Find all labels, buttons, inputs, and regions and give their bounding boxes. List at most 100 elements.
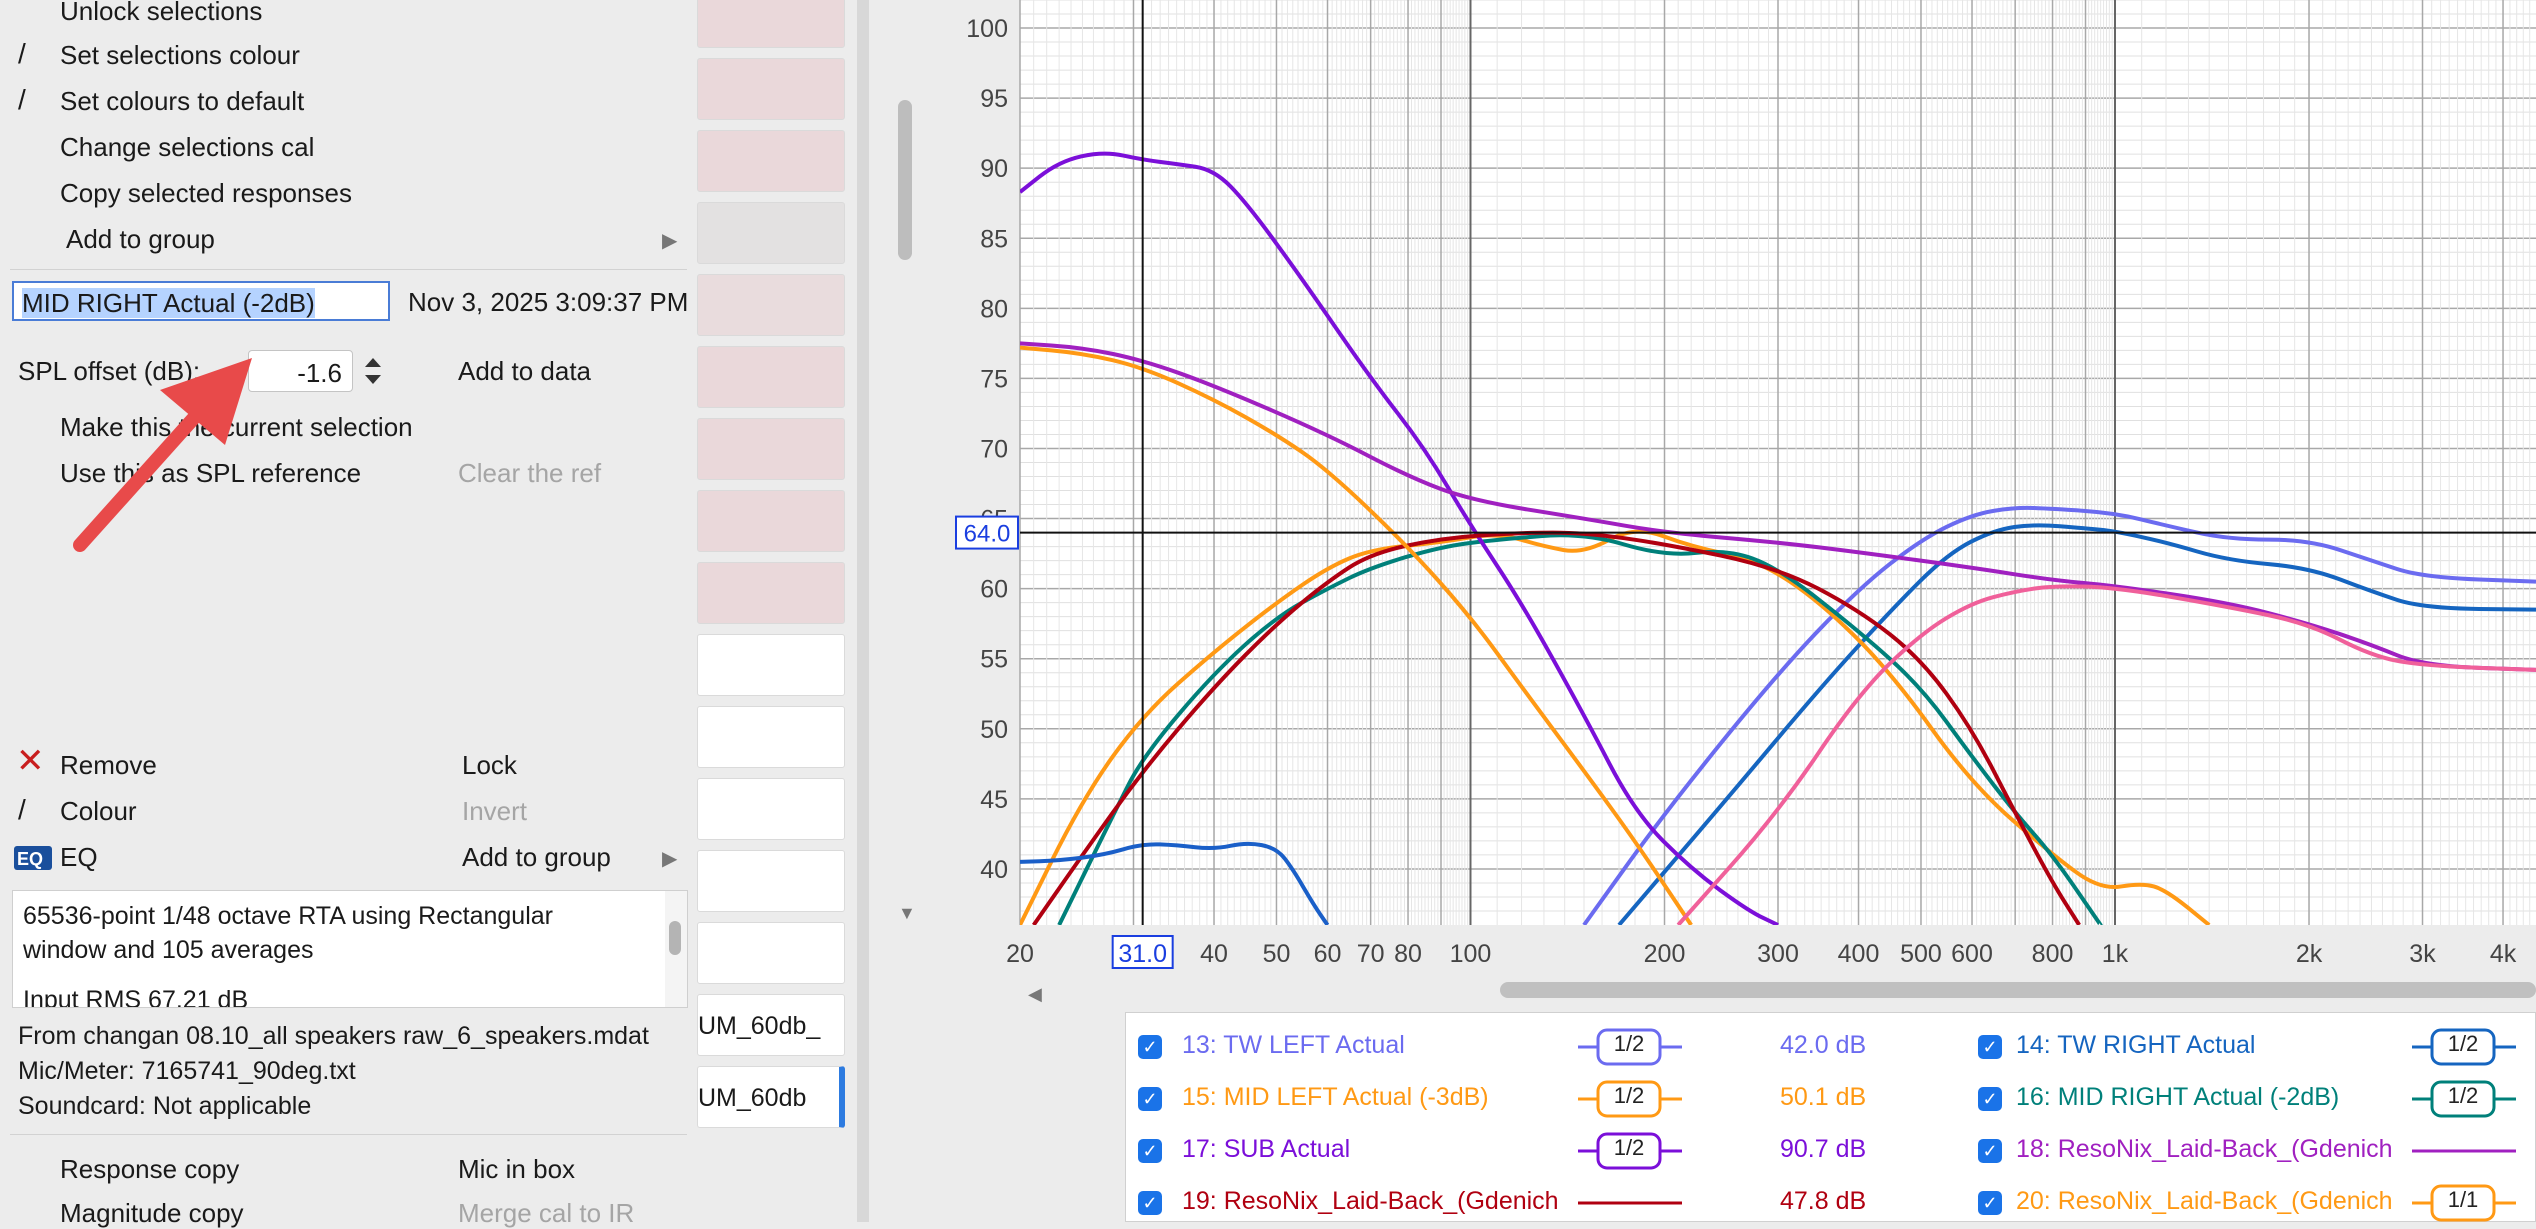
measurement-list-item[interactable] — [697, 850, 845, 912]
legend-checkbox[interactable]: ✓ — [1138, 1191, 1162, 1215]
series-line-3 — [1057, 533, 2103, 925]
y-tick-label: 45 — [980, 786, 1008, 814]
legend-checkbox[interactable]: ✓ — [1978, 1035, 2002, 1059]
cursor-x-label: 31.0 — [1118, 940, 1167, 968]
frequency-response-graph[interactable]: 4045505560657075808590951002040506070801… — [880, 0, 2536, 1010]
legend-smoothing: 1/1 — [2447, 1187, 2479, 1212]
legend-swatch[interactable] — [1578, 1131, 1682, 1171]
menu-unlock-selections[interactable]: Unlock selections — [60, 0, 263, 26]
measurement-list-item[interactable] — [697, 274, 845, 336]
measurement-list-item[interactable] — [697, 634, 845, 696]
legend-checkbox[interactable]: ✓ — [1978, 1087, 2002, 1111]
measurement-list-item[interactable] — [697, 562, 845, 624]
scroll-left-icon[interactable]: ◀ — [1028, 984, 1042, 1004]
legend-level: 47.8 dB — [1780, 1187, 1867, 1215]
legend-label[interactable]: 14: TW RIGHT Actual — [2016, 1031, 2256, 1059]
cursor-y-box — [955, 515, 1019, 550]
notes-scrollbar[interactable] — [665, 891, 687, 1007]
y-tick-label: 85 — [980, 225, 1008, 253]
legend-label[interactable]: 13: TW LEFT Actual — [1182, 1031, 1405, 1059]
measurement-list-item[interactable] — [697, 706, 845, 768]
spl-offset-input[interactable]: -1.6 — [248, 350, 353, 392]
menu-remove[interactable]: Remove — [60, 750, 157, 780]
menu-set-selections-colour[interactable]: Set selections colour — [60, 40, 300, 70]
y-tick-label: 70 — [980, 435, 1008, 463]
y-tick-label: 90 — [980, 155, 1008, 183]
soundcard: Soundcard: Not applicable — [18, 1092, 312, 1120]
y-tick-label: 50 — [980, 716, 1008, 744]
measurement-notes[interactable]: 65536-point 1/48 octave RTA using Rectan… — [12, 890, 688, 1008]
spl-stepper-icon[interactable] — [355, 352, 391, 390]
x-tick-label: 500 — [1900, 940, 1942, 968]
legend-swatch[interactable] — [1578, 1027, 1682, 1067]
notes-line: 65536-point 1/48 octave RTA using Rectan… — [23, 902, 553, 930]
measurement-list-item[interactable] — [697, 346, 845, 408]
x-tick-label: 300 — [1757, 940, 1799, 968]
measurement-list-item[interactable]: UM_60db — [697, 1066, 845, 1128]
measurement-name-input[interactable]: MID RIGHT Actual (-2dB) — [12, 281, 390, 321]
measurement-list-item[interactable] — [697, 58, 845, 120]
x-tick-label: 80 — [1394, 940, 1422, 968]
legend-smoothing: 1/2 — [2447, 1083, 2479, 1108]
menu-use-as-spl-reference[interactable]: Use this as SPL reference — [60, 458, 362, 488]
series-line-1 — [1617, 523, 2536, 925]
legend-label[interactable]: 18: ResoNix_Laid-Back_(Gdenich — [2016, 1135, 2393, 1163]
menu-set-colours-default[interactable]: Set colours to default — [60, 86, 305, 116]
menu-make-current-selection[interactable]: Make this the current selection — [60, 412, 413, 442]
x-tick-label: 600 — [1951, 940, 1993, 968]
remove-x-icon: ✕ — [16, 742, 45, 780]
measurement-list-item[interactable]: UM_60db_ — [697, 994, 845, 1056]
legend-label[interactable]: 17: SUB Actual — [1182, 1135, 1351, 1163]
legend-smoothing: 1/2 — [1613, 1083, 1645, 1108]
svg-text:EQ: EQ — [17, 849, 43, 869]
measurement-list-item[interactable] — [697, 922, 845, 984]
legend-checkbox[interactable]: ✓ — [1138, 1035, 1162, 1059]
x-tick-label: 60 — [1314, 940, 1342, 968]
legend-checkbox[interactable]: ✓ — [1138, 1139, 1162, 1163]
measurement-list-item[interactable] — [697, 418, 845, 480]
legend-label[interactable]: 15: MID LEFT Actual (-3dB) — [1182, 1083, 1489, 1111]
menu-colour[interactable]: Colour — [60, 796, 137, 826]
mic-meter: Mic/Meter: 7165741_90deg.txt — [18, 1057, 356, 1085]
legend-checkbox[interactable]: ✓ — [1978, 1139, 2002, 1163]
measurement-list: UM_60db_ UM_60db — [697, 0, 867, 1222]
menu-add-to-group[interactable]: Add to group — [66, 224, 215, 254]
legend-swatch[interactable] — [2412, 1183, 2516, 1223]
legend-swatch[interactable] — [2412, 1131, 2516, 1171]
measurement-list-item[interactable] — [697, 130, 845, 192]
menu-add-to-group-2[interactable]: Add to group — [462, 842, 611, 872]
legend-swatch[interactable] — [2412, 1027, 2516, 1067]
y-tick-label: 95 — [980, 85, 1008, 113]
legend-checkbox[interactable]: ✓ — [1138, 1087, 1162, 1111]
menu-copy-selected-responses[interactable]: Copy selected responses — [60, 178, 352, 208]
graph-h-scrollbar[interactable] — [1500, 982, 2536, 998]
x-tick-label: 40 — [1200, 940, 1228, 968]
context-menu: Unlock selections / Set selections colou… — [0, 0, 698, 1228]
menu-mic-in-box[interactable]: Mic in box — [458, 1154, 576, 1184]
menu-magnitude-copy[interactable]: Magnitude copy — [60, 1198, 244, 1228]
measurement-list-item[interactable] — [697, 202, 845, 264]
legend-label[interactable]: 20: ResoNix_Laid-Back_(Gdenich — [2016, 1187, 2393, 1215]
menu-response-copy[interactable]: Response copy — [60, 1154, 240, 1184]
legend-swatch[interactable] — [1578, 1183, 1682, 1223]
legend-swatch[interactable] — [2412, 1079, 2516, 1119]
menu-change-selections-cal[interactable]: Change selections cal — [60, 132, 315, 162]
menu-eq[interactable]: EQ — [60, 842, 98, 872]
legend-checkbox[interactable]: ✓ — [1978, 1191, 2002, 1215]
measurement-list-item[interactable] — [697, 0, 845, 48]
list-scrollbar[interactable] — [857, 0, 869, 1222]
measurement-list-item[interactable] — [697, 778, 845, 840]
menu-lock[interactable]: Lock — [462, 750, 517, 780]
add-to-data-button[interactable]: Add to data — [458, 356, 591, 386]
legend-smoothing: 1/2 — [2447, 1031, 2479, 1056]
series-line-4 — [1020, 151, 1779, 925]
measurement-list-item[interactable] — [697, 490, 845, 552]
cursor-x-box — [1111, 935, 1174, 969]
legend-swatch[interactable] — [1578, 1079, 1682, 1119]
legend-label[interactable]: 16: MID RIGHT Actual (-2dB) — [2016, 1083, 2340, 1111]
scroll-down-icon[interactable]: ▼ — [898, 903, 916, 923]
y-tick-label: 40 — [980, 856, 1008, 884]
legend-label[interactable]: 19: ResoNix_Laid-Back_(Gdenich — [1182, 1187, 1559, 1215]
series-line-5 — [1020, 341, 2536, 672]
graph-v-scrollbar[interactable] — [898, 100, 912, 260]
